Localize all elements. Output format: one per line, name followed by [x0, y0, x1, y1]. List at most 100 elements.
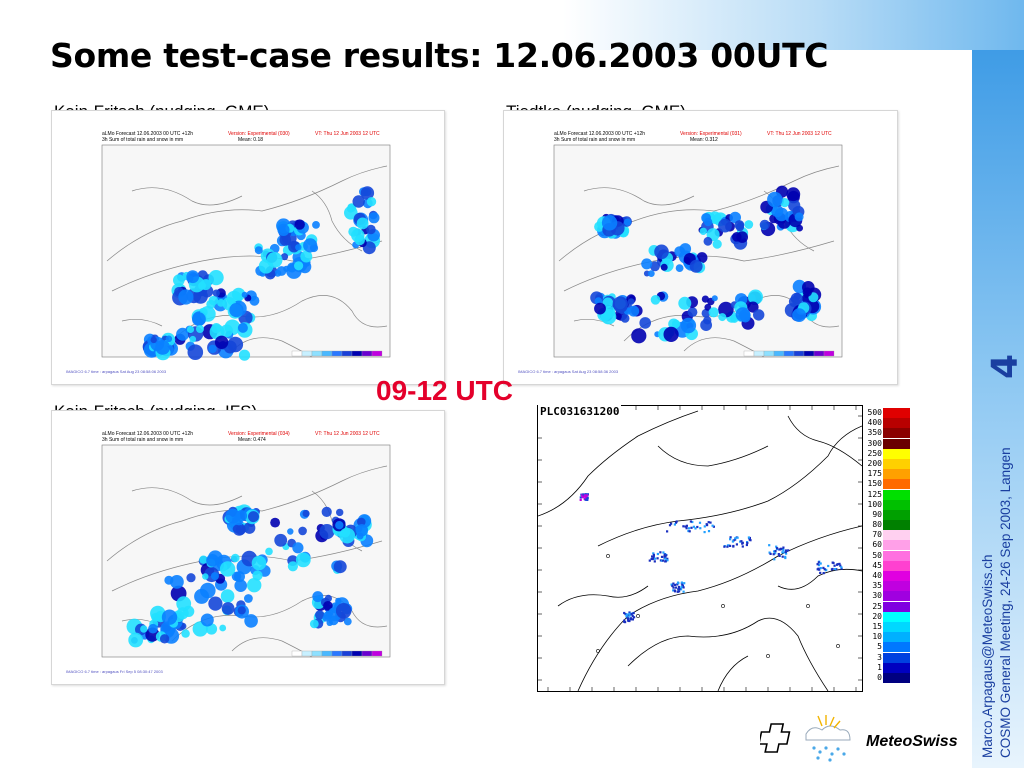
scale-label: 30 — [872, 591, 882, 601]
scale-label: 70 — [872, 530, 882, 540]
scale-swatch — [883, 571, 910, 581]
map-header-valid-time: VT: Thu 12 Jun 2003 12 UTC — [315, 131, 380, 137]
scale-swatch — [883, 489, 910, 500]
map-footnote: IMAGICO 6.7 time : arpagaus Sat Aug 23 0… — [518, 369, 619, 374]
radar-graphic — [538, 406, 862, 691]
scale-label: 0 — [877, 672, 882, 682]
forecast-map-tiedtke-gme: aLMo Forecast 12.06.2003 00 UTC +12h 3h … — [503, 110, 898, 385]
scale-label: 500 — [867, 408, 882, 417]
header-band — [0, 0, 1024, 50]
precipitation-cells — [142, 186, 381, 361]
scale-swatch — [883, 408, 910, 418]
radar-product-id: PLC031631200 — [538, 405, 622, 418]
time-window-label: 09-12 UTC — [376, 375, 513, 406]
scale-swatch — [883, 560, 910, 571]
map-header-valid-time: VT: Thu 12 Jun 2003 12 UTC — [315, 431, 380, 437]
forecast-map-kf-ifs: aLMo Forecast 12.06.2003 00 UTC +12h 3h … — [51, 410, 445, 685]
scale-swatch — [883, 540, 910, 551]
scale-row: 25 — [864, 601, 912, 612]
scale-label: 35 — [872, 581, 882, 591]
scale-swatch — [883, 438, 910, 449]
scale-row: 10 — [864, 632, 912, 643]
scale-swatch — [883, 418, 910, 429]
scale-label: 175 — [867, 469, 882, 479]
scale-row: 40 — [864, 571, 912, 581]
map-header-version: Version: Experimental (030) — [228, 131, 290, 137]
scale-row: 15 — [864, 621, 912, 632]
map-header-mean: Mean: 0.474 — [238, 437, 266, 443]
radar-echoes — [579, 493, 843, 624]
scale-swatch — [883, 621, 910, 632]
logo-wordmark: MeteoSwiss — [866, 733, 958, 750]
scale-row: 300 — [864, 438, 912, 449]
scale-swatch — [883, 469, 910, 480]
scale-row: 200 — [864, 458, 912, 469]
scale-swatch — [883, 479, 910, 490]
scale-swatch — [883, 499, 910, 510]
scale-row: 125 — [864, 489, 912, 500]
scale-swatch — [883, 652, 910, 663]
scale-row: 45 — [864, 560, 912, 571]
scale-label: 10 — [872, 632, 882, 642]
scale-label: 15 — [872, 621, 882, 631]
scale-swatch — [883, 632, 910, 643]
scale-label: 150 — [867, 479, 882, 489]
scale-label: 125 — [867, 489, 882, 499]
scale-label: 50 — [872, 550, 882, 560]
scale-swatch — [883, 601, 910, 612]
scale-row: 60 — [864, 540, 912, 551]
scale-row: 350 — [864, 428, 912, 439]
scale-label: 5 — [877, 642, 882, 652]
scale-label: 300 — [867, 438, 882, 448]
slide-title: Some test-case results: 12.06.2003 00UTC — [50, 36, 829, 75]
map-graphic — [101, 144, 391, 361]
scale-swatch — [883, 520, 910, 531]
scale-label: 250 — [867, 448, 882, 458]
scale-row: 0 — [864, 672, 912, 683]
scale-swatch — [883, 458, 910, 469]
scale-label: 100 — [867, 499, 882, 509]
scale-row: 500 — [864, 408, 912, 418]
map-header-mean: Mean: 0.18 — [238, 137, 264, 143]
precipitation-color-scale: 500 400 350 300 250 200 175 150 125 100 90 80 70 60 50… — [864, 408, 912, 683]
scale-label: 60 — [872, 540, 882, 550]
scale-row: 20 — [864, 611, 912, 622]
scale-swatch — [883, 581, 910, 592]
scale-row: 250 — [864, 448, 912, 459]
map-footnote: IMAGICO 6.7 time : arpagaus Fri Sep 5 08… — [66, 669, 163, 674]
scale-label: 400 — [867, 418, 882, 428]
scale-row: 175 — [864, 469, 912, 480]
scale-label: 20 — [872, 611, 882, 621]
scale-row: 150 — [864, 479, 912, 490]
page-number: 4 — [984, 353, 1024, 380]
side-band — [972, 50, 1024, 768]
scale-label: 1 — [877, 662, 882, 672]
scale-swatch — [883, 591, 910, 602]
scale-row: 35 — [864, 581, 912, 592]
scale-swatch — [883, 672, 910, 683]
scale-row: 90 — [864, 509, 912, 520]
scale-row: 1 — [864, 662, 912, 673]
scale-swatch — [883, 662, 910, 673]
scale-swatch — [883, 611, 910, 622]
map-header-valid-time: VT: Thu 12 Jun 2003 12 UTC — [767, 131, 832, 137]
scale-row: 3 — [864, 652, 912, 663]
map-header-model: aLMo Forecast 12.06.2003 00 UTC +12h — [102, 431, 194, 437]
scale-label: 40 — [872, 571, 882, 580]
scale-swatch — [883, 550, 910, 561]
precipitation-cells — [126, 504, 374, 648]
map-header-model: aLMo Forecast 12.06.2003 00 UTC +12h — [102, 131, 194, 137]
map-header-field: 3h Sum of total rain and snow in mm — [102, 137, 184, 143]
meteoswiss-logo-icon — [760, 715, 851, 762]
precipitation-cells — [590, 185, 822, 344]
scale-swatch — [883, 509, 910, 520]
map-header-field: 3h Sum of total rain and snow in mm — [102, 437, 184, 443]
author-email: Marco.Arpagaus@MeteoSwiss.ch — [980, 554, 995, 758]
scale-label: 3 — [877, 652, 882, 662]
map-footnote: IMAGICO 6.7 time : arpagaus Sat Aug 23 0… — [66, 369, 167, 374]
scale-row: 5 — [864, 642, 912, 653]
scale-swatch — [883, 642, 910, 653]
scale-row: 100 — [864, 499, 912, 510]
scale-label: 350 — [867, 428, 882, 438]
scale-swatch — [883, 530, 910, 541]
